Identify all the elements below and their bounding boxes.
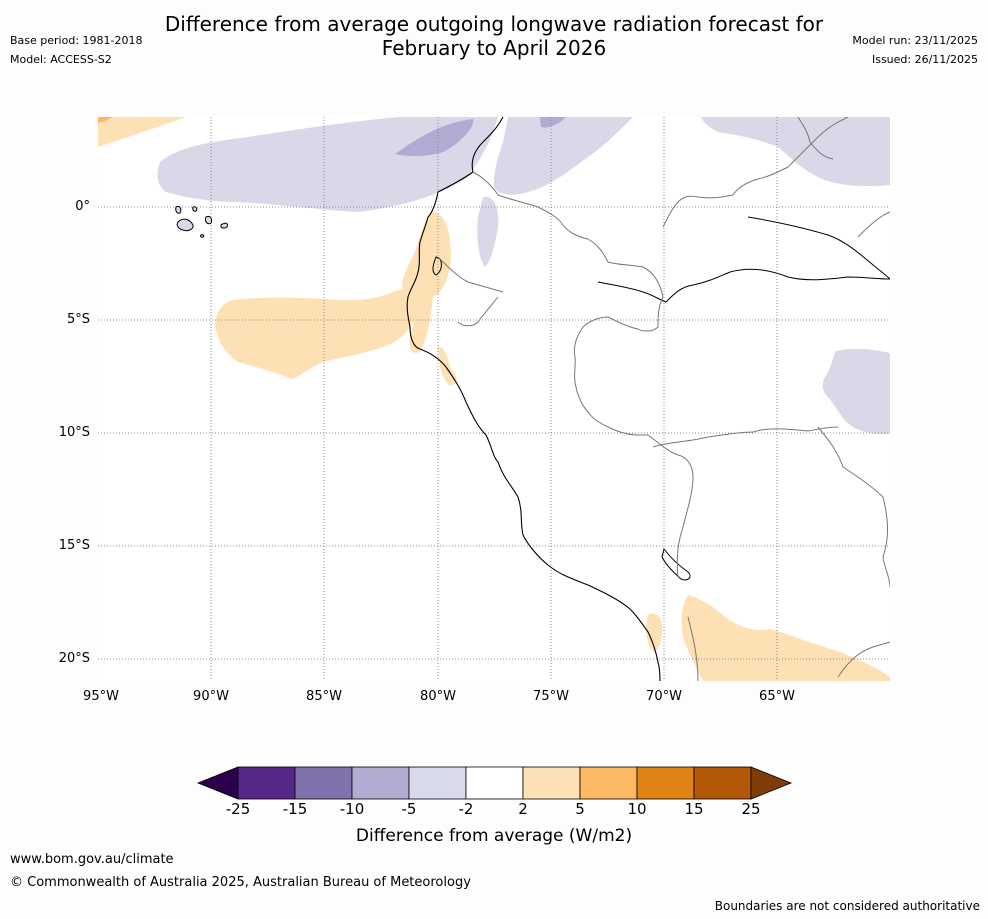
coastline <box>406 117 661 681</box>
colorbar-segment <box>351 766 410 800</box>
positive-anomaly-south <box>681 595 890 681</box>
lat-label-10s: 10°S <box>58 425 90 440</box>
negative-anomaly-core <box>395 119 474 157</box>
colorbar-segment <box>693 766 752 800</box>
footer-note: Boundaries are not considered authoritat… <box>714 899 980 913</box>
colorbar-tick-label: -15 <box>282 800 308 818</box>
negative-anomaly-north <box>157 117 499 212</box>
negative-anomaly-east <box>822 348 890 435</box>
lake-titicaca <box>661 547 691 581</box>
colorbar-extension-high <box>750 766 793 800</box>
negative-anomaly-core-2 <box>540 117 566 128</box>
lon-label-70w: 70°W <box>646 689 682 704</box>
colorbar-tick-label: -5 <box>401 800 417 818</box>
positive-anomaly-northwest <box>98 117 186 147</box>
footer-url[interactable]: www.bom.gov.au/climate <box>10 852 174 867</box>
lon-label-80w: 80°W <box>420 689 456 704</box>
negative-anomaly-northeast <box>493 117 633 195</box>
colorbar-segment <box>636 766 695 800</box>
colorbar-tick-label: 25 <box>741 800 761 818</box>
lon-label-75w: 75°W <box>533 689 569 704</box>
lat-label-20s: 20°S <box>58 651 90 666</box>
colorbar <box>196 766 793 800</box>
meta-right: Model run: 23/11/2025 Issued: 26/11/2025 <box>852 31 978 69</box>
colorbar-segment <box>465 766 524 800</box>
negative-anomaly-far-northeast <box>701 117 890 187</box>
model-name: Model: ACCESS-S2 <box>10 53 112 66</box>
colorbar-tick-label: 2 <box>518 800 528 818</box>
negative-anomaly-tongue <box>477 196 499 267</box>
lon-label-65w: 65°W <box>759 689 795 704</box>
lon-label-95w: 95°W <box>83 689 119 704</box>
colorbar-tick-label: 15 <box>684 800 704 818</box>
map-title: Difference from average outgoing longwav… <box>0 12 988 60</box>
map-background <box>98 117 890 681</box>
colorbar-segment <box>294 766 353 800</box>
title-line-2: February to April 2026 <box>381 36 607 60</box>
lon-label-90w: 90°W <box>193 689 229 704</box>
positive-anomaly-west <box>215 289 417 379</box>
colorbar-tick-label: -25 <box>225 800 251 818</box>
lat-label-0: 0° <box>75 199 90 214</box>
galapagos-islands <box>175 206 228 238</box>
colorbar-tick-label: 10 <box>627 800 647 818</box>
colorbar-tick-label: -10 <box>339 800 365 818</box>
colorbar-extension-low <box>196 766 239 800</box>
colorbar-segment <box>408 766 467 800</box>
colorbar-tick-label: -2 <box>458 800 474 818</box>
graticule <box>98 117 890 681</box>
colorbar-title: Difference from average (W/m2) <box>355 826 633 846</box>
issued-date: Issued: 26/11/2025 <box>871 53 978 66</box>
lat-label-5s: 5°S <box>66 312 90 327</box>
colorbar-segment <box>579 766 638 800</box>
forecast-map <box>98 117 890 681</box>
colorbar-tick-label: 5 <box>575 800 585 818</box>
footer-copyright: © Commonwealth of Australia 2025, Austra… <box>10 875 471 890</box>
colorbar-segment <box>522 766 581 800</box>
gulf-coast <box>432 256 442 276</box>
lon-label-85w: 85°W <box>306 689 342 704</box>
colorbar-segment <box>237 766 296 800</box>
title-line-1: Difference from average outgoing longwav… <box>164 12 824 36</box>
river-north <box>747 216 890 280</box>
base-period: Base period: 1981-2018 <box>10 34 143 47</box>
country-borders <box>437 117 890 681</box>
lat-label-15s: 15°S <box>58 538 90 553</box>
amazon-river <box>597 268 890 303</box>
model-run: Model run: 23/11/2025 <box>852 34 978 47</box>
positive-anomaly-south-coast <box>646 613 663 652</box>
positive-anomaly-northwest-core <box>98 117 112 123</box>
meta-left: Base period: 1981-2018 Model: ACCESS-S2 <box>10 31 142 69</box>
